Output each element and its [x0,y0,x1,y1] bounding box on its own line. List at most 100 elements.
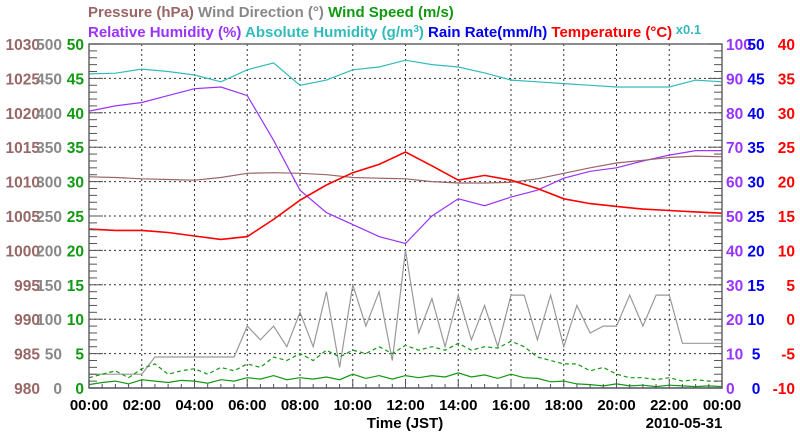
wind_direction-tick-label: 400 [36,106,62,123]
scale-note: x0.1 [672,22,701,37]
rain-tick-label: 25 [747,209,765,226]
legend: Pressure (hPa) Wind Direction (°) Wind S… [88,4,701,41]
rain-tick-label: 20 [747,243,764,260]
humidity-tick-label: 50 [726,209,743,226]
rain-tick-label: 0 [752,381,761,398]
humidity-tick-label: 60 [726,175,743,192]
pressure-tick-label: 1020 [6,106,40,123]
wind_speed-tick-label: 15 [67,278,85,295]
series-relative-humidity [88,86,722,245]
pressure-tick-label: 1015 [6,140,41,157]
legend-entry: Rain Rate(mm/h) [424,24,547,41]
wind_direction-tick-label: 100 [36,312,62,329]
humidity-tick-label: 30 [726,278,743,295]
legend-entry: Absolute Humidity (g/m [241,24,413,41]
pressure-tick-label: 985 [14,347,40,364]
rain-tick-label: 40 [747,106,764,123]
humidity-tick-label: 40 [726,243,743,260]
legend-entry: Wind Speed (m/s) [324,4,454,21]
wind_speed-tick-label: 40 [67,106,84,123]
temperature-tick-label: 40 [778,37,795,54]
pressure-tick-label: 1025 [6,71,41,88]
x-tick-label: 08:00 [281,397,319,414]
pressure-tick-label: 1010 [6,175,40,192]
pressure-tick-label: 1005 [6,209,41,226]
temperature-tick-label: 25 [778,140,796,157]
wind_direction-tick-label: 150 [36,278,62,295]
grid [89,44,722,388]
temperature-tick-label: 0 [786,312,795,329]
temperature-tick-label: -10 [773,381,795,398]
temperature-tick-label: 20 [778,175,795,192]
x-tick-label: 00:00 [70,397,108,414]
humidity-tick-label: 80 [726,106,743,123]
x-tick-label: 20:00 [597,397,635,414]
wind_speed-tick-label: 45 [67,71,85,88]
x-tick-label: 10:00 [334,397,372,414]
wind_direction-tick-label: 250 [36,209,62,226]
legend-entry: Pressure (hPa) [88,4,194,21]
x-tick-label: 12:00 [386,397,424,414]
temperature-tick-label: -5 [781,347,795,364]
humidity-tick-label: 0 [726,381,735,398]
legend-row: Relative Humidity (%) Absolute Humidity … [88,22,701,41]
legend-entry: Temperature (°C) [547,24,672,41]
series-absolute-humidity [88,59,723,88]
wind_speed-tick-label: 0 [75,381,84,398]
x-tick-label: 00:00 [703,397,741,414]
wind_direction-tick-label: 300 [36,175,62,192]
x-tick-label: 16:00 [492,397,530,414]
humidity-tick-label: 20 [726,312,743,329]
rain-tick-label: 15 [747,278,765,295]
wind_speed-tick-label: 35 [67,140,85,157]
wind_direction-tick-label: 450 [36,71,62,88]
rain-tick-label: 35 [747,140,765,157]
temperature-tick-label: 5 [786,278,795,295]
pressure-tick-label: 1000 [6,243,40,260]
wind_direction-tick-label: 200 [36,243,62,260]
rain-tick-label: 50 [747,37,764,54]
rain-tick-label: 5 [752,347,761,364]
wind_speed-tick-label: 50 [67,37,84,54]
rain-tick-label: 30 [747,175,764,192]
wind_speed-tick-label: 10 [67,312,84,329]
axes: 9809859909951000100510101015102010251030… [6,37,796,414]
humidity-tick-label: 90 [726,71,743,88]
temperature-tick-label: 15 [778,209,796,226]
wind_direction-tick-label: 0 [53,381,62,398]
series-temperature [88,151,723,241]
legend-close: ) [419,24,424,41]
series-wind-gust [88,340,722,382]
x-tick-label: 06:00 [228,397,266,414]
date-label: 2010-05-31 [646,415,723,432]
rain-tick-label: 45 [747,71,765,88]
x-tick-label: 14:00 [439,397,477,414]
temperature-tick-label: 35 [778,71,796,88]
pressure-tick-label: 995 [14,278,40,295]
wind_speed-tick-label: 5 [75,347,84,364]
legend-superscript: 3 [413,24,419,35]
x-axis-label: Time (JST) [367,415,443,432]
wind_speed-tick-label: 25 [67,209,85,226]
wind_speed-tick-label: 30 [67,175,84,192]
legend-entry: Wind Direction (°) [194,4,324,21]
wind_direction-tick-label: 50 [45,347,62,364]
x-tick-label: 22:00 [650,397,688,414]
pressure-tick-label: 980 [14,381,40,398]
series-wind-direction [89,250,722,375]
x-tick-label: 02:00 [123,397,161,414]
pressure-tick-label: 1030 [6,37,40,54]
temperature-tick-label: 10 [778,243,795,260]
legend-row: Pressure (hPa) Wind Direction (°) Wind S… [88,4,454,21]
x-tick-label: 04:00 [175,397,213,414]
rain-tick-label: 10 [747,312,764,329]
humidity-tick-label: 70 [726,140,743,157]
pressure-tick-label: 990 [14,312,40,329]
wind_speed-tick-label: 20 [67,243,84,260]
temperature-tick-label: 30 [778,106,795,123]
legend-entry: Relative Humidity (%) [88,24,241,41]
x-tick-label: 18:00 [545,397,583,414]
wind_direction-tick-label: 500 [36,37,62,54]
wind_direction-tick-label: 350 [36,140,62,157]
series-pressure [88,155,723,184]
